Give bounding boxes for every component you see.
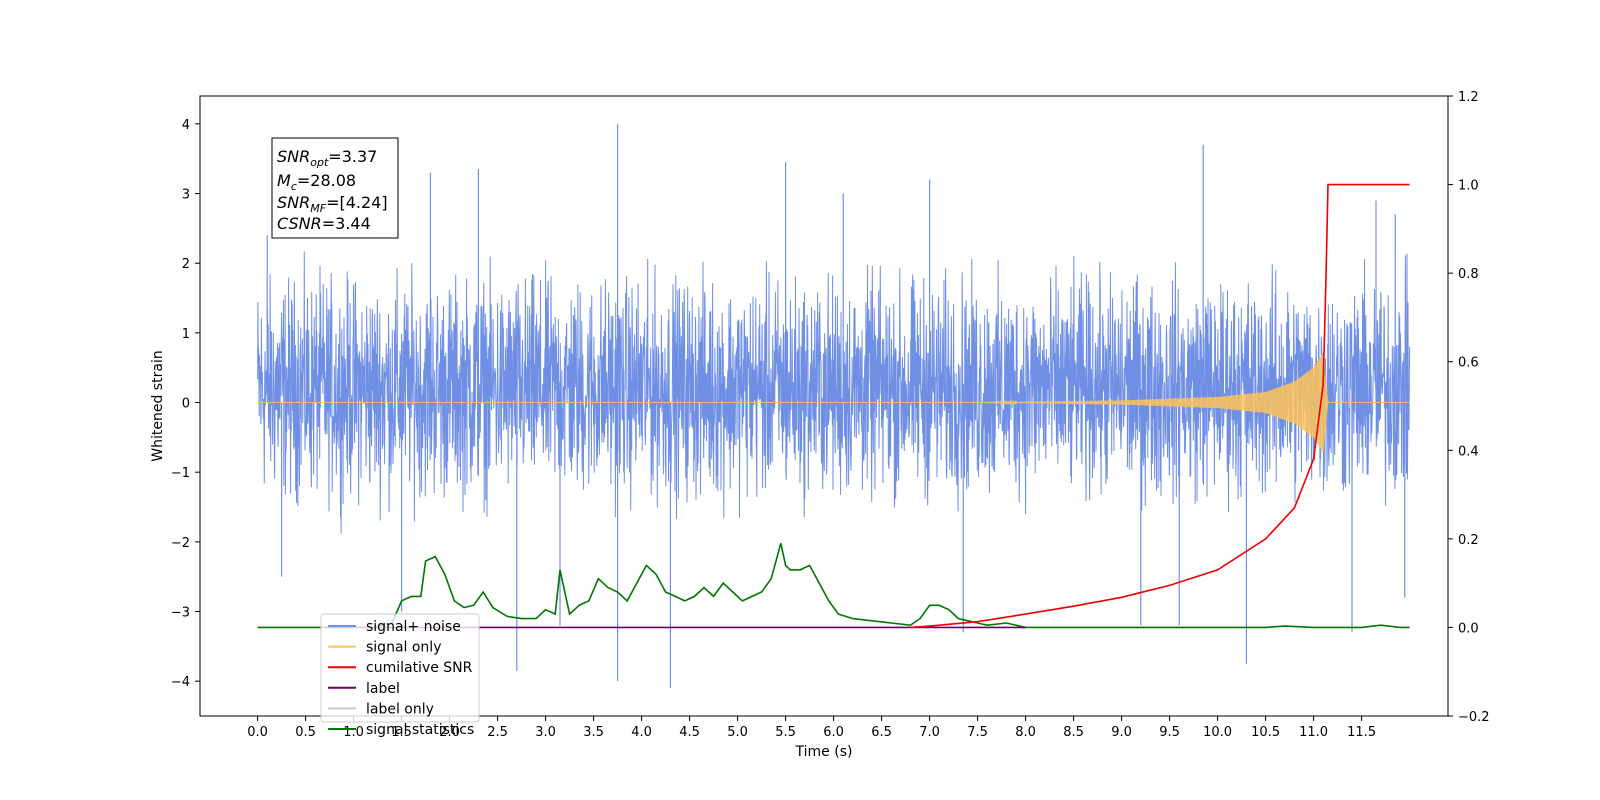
x-tick-label: 0.0 <box>247 725 268 740</box>
series-cumulative-snr-line <box>910 183 1410 629</box>
y-axis-left: 4 3 2 1 0 −1 −2 −3 −4 <box>171 118 200 690</box>
plot-area <box>257 123 1411 689</box>
legend-frame <box>320 613 480 723</box>
y-tick-label: 4 <box>182 118 190 133</box>
legend: signal+ noise signal only cumilative SNR la… <box>320 613 480 738</box>
info-snr-opt: SNRopt=3.37 <box>277 147 377 169</box>
x-tick-label: 11.0 <box>1299 725 1328 740</box>
x-tick-label: 10.0 <box>1203 725 1232 740</box>
x-tick-label: 8.0 <box>1015 725 1036 740</box>
info-box: SNRopt=3.37 Mc=28.08 SNRMF=[4.24] CSNR=3… <box>271 137 399 239</box>
info-csnr: CSNR=3.44 <box>277 214 371 233</box>
y-axis-right: 1.2 1.0 0.8 0.6 0.4 0.2 0.0 −0.2 <box>1448 90 1490 725</box>
x-axis: 0.0 0.5 1.0 1.5 2.0 2.5 3.0 3.5 4.0 4.5 5.0 5.5 6.0 6… <box>247 716 1376 740</box>
x-tick-label: 3.0 <box>535 725 556 740</box>
series-signal-noise-line <box>257 251 1411 534</box>
y-right-tick-label: 0.8 <box>1458 267 1479 282</box>
y-tick-label: 0 <box>182 397 190 412</box>
info-mc: Mc=28.08 <box>277 171 356 193</box>
y-right-tick-label: 1.2 <box>1458 90 1479 105</box>
x-tick-label: 0.5 <box>295 725 316 740</box>
x-tick-label: 1.5 <box>391 725 412 740</box>
x-tick-label: 9.5 <box>1159 725 1180 740</box>
y-right-tick-label: 0.0 <box>1458 621 1479 636</box>
x-tick-label: 5.5 <box>775 725 796 740</box>
x-tick-label: 6.0 <box>823 725 844 740</box>
x-tick-label: 10.5 <box>1251 725 1280 740</box>
x-tick-label: 7.0 <box>919 725 940 740</box>
series-signal-statistics-line <box>257 543 1410 629</box>
legend-label: label <box>366 681 400 697</box>
x-tick-label: 11.5 <box>1347 725 1376 740</box>
legend-label: label only <box>366 701 434 717</box>
y-right-tick-label: 0.4 <box>1458 444 1479 459</box>
x-tick-label: 4.0 <box>631 725 652 740</box>
y-tick-label: 2 <box>182 257 190 272</box>
x-tick-label: 2.0 <box>439 725 460 740</box>
legend-label: cumilative SNR <box>366 660 473 676</box>
x-tick-label: 4.5 <box>679 725 700 740</box>
y-axis-label: Whitened strain <box>150 350 166 461</box>
y-right-tick-label: 0.2 <box>1458 533 1479 548</box>
y-tick-label: 1 <box>182 327 190 342</box>
x-axis-label: Time (s) <box>795 744 853 760</box>
x-tick-label: 7.5 <box>967 725 988 740</box>
y-tick-label: −4 <box>171 675 190 690</box>
x-tick-label: 1.0 <box>343 725 364 740</box>
x-tick-label: 3.5 <box>583 725 604 740</box>
legend-label: signal only <box>366 640 441 656</box>
legend-label: signal+ noise <box>366 619 461 635</box>
x-tick-label: 2.5 <box>487 725 508 740</box>
x-tick-label: 9.0 <box>1111 725 1132 740</box>
y-tick-label: −3 <box>171 606 190 621</box>
y-right-tick-label: 0.6 <box>1458 356 1479 371</box>
x-tick-label: 5.0 <box>727 725 748 740</box>
y-right-tick-label: 1.0 <box>1458 179 1479 194</box>
x-tick-label: 6.5 <box>871 725 892 740</box>
y-tick-label: −1 <box>171 466 190 481</box>
x-tick-label: 8.5 <box>1063 725 1084 740</box>
series-signal-only-line <box>257 352 1410 453</box>
info-box-frame <box>271 137 399 239</box>
y-tick-label: −2 <box>171 536 190 551</box>
plot-frame <box>199 95 1449 717</box>
info-snr-mf: SNRMF=[4.24] <box>277 193 388 215</box>
y-tick-label: 3 <box>182 188 190 203</box>
legend-label: signal statistics <box>366 722 474 738</box>
y-right-tick-label: −0.2 <box>1458 710 1490 725</box>
